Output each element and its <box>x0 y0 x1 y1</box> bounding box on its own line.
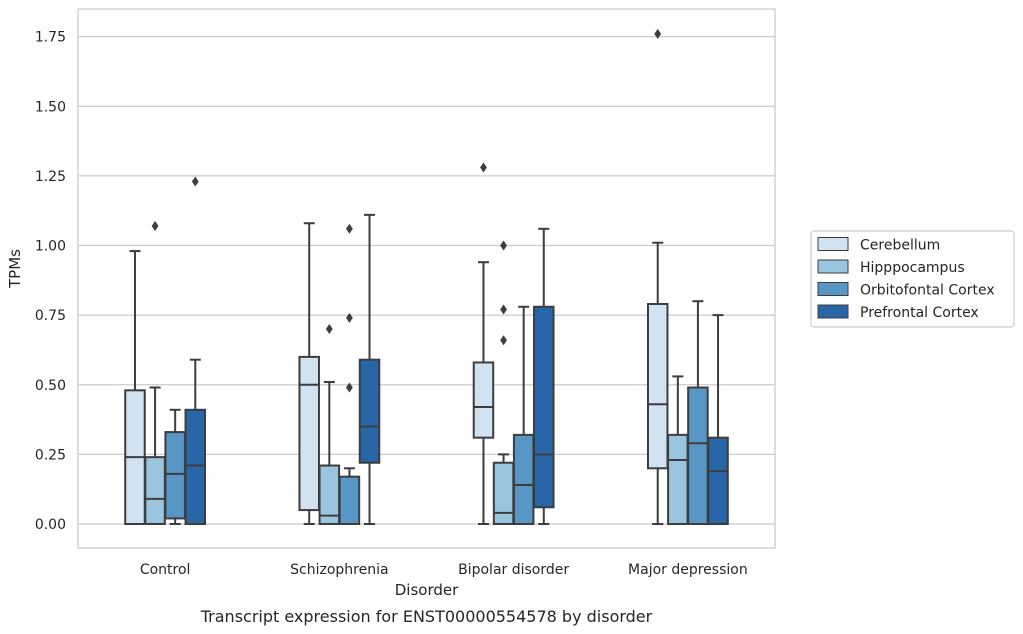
legend-swatch <box>817 237 849 251</box>
box-hipppocampus <box>492 240 515 526</box>
legend-label: Prefrontal Cortex <box>860 305 979 321</box>
box-cerebellum <box>124 250 146 525</box>
y-axis-ticks: 0.00 0.25 0.50 0.75 1.00 1.25 1.50 1.75 <box>35 30 66 533</box>
box-orbitofontal-cortex <box>164 408 186 525</box>
y-tick-label: 1.75 <box>35 30 66 46</box>
box-prefrontal-cortex <box>358 213 381 525</box>
outlier-point <box>500 304 507 315</box>
x-tick-label: Major depression <box>628 562 748 578</box>
y-tick-label: 1.00 <box>35 239 66 255</box>
box-prefrontal-cortex <box>707 314 729 526</box>
box-iqr <box>667 433 689 526</box>
outlier-point <box>500 240 507 251</box>
y-tick-label: 1.50 <box>35 99 66 115</box>
box-iqr <box>358 358 381 464</box>
box-cerebellum <box>298 222 320 525</box>
y-tick-label: 0.00 <box>35 517 66 533</box>
x-axis-label: Disorder <box>395 581 459 599</box>
y-axis-label: TPMs <box>6 249 24 289</box>
box-orbitofontal-cortex <box>338 223 361 525</box>
legend-swatch <box>817 259 849 274</box>
legend-frame <box>810 230 1015 328</box>
box-iqr <box>646 302 669 470</box>
y-tick-label: 0.25 <box>35 447 66 463</box>
box-iqr <box>144 456 166 525</box>
y-tick-label: 0.50 <box>35 378 66 394</box>
box-iqr <box>512 433 535 526</box>
plot-frame <box>77 8 776 549</box>
x-axis-ticks: Control Schizophrenia Bipolar disorder Majo… <box>140 562 748 578</box>
box-iqr <box>533 305 555 509</box>
box-iqr <box>184 408 207 525</box>
box-prefrontal-cortex <box>184 176 207 525</box>
outlier-point <box>654 28 662 39</box>
outlier-point <box>480 162 487 173</box>
box-iqr <box>164 431 186 520</box>
box-cerebellum <box>472 162 495 525</box>
box-orbitofontal-cortex <box>512 305 535 526</box>
outlier-point <box>500 335 507 346</box>
box-iqr <box>472 361 495 439</box>
box-series <box>124 28 729 526</box>
box-prefrontal-cortex <box>533 227 555 525</box>
outlier-point <box>346 382 353 393</box>
chart-caption: Transcript expression for ENST0000055457… <box>200 607 653 626</box>
box-hipppocampus <box>667 375 689 526</box>
box-orbitofontal-cortex <box>687 300 709 525</box>
outlier-point <box>191 176 199 187</box>
outlier-point <box>325 324 333 335</box>
x-tick-label: Schizophrenia <box>290 562 388 578</box>
y-tick-label: 0.75 <box>35 308 66 324</box>
box-hipppocampus <box>144 221 166 525</box>
box-iqr <box>298 355 320 512</box>
legend-label: Cerebellum <box>860 238 940 254</box>
y-tick-label: 1.25 <box>35 169 66 185</box>
legend: Cerebellum Hipppocampus Orbitofontal Corte… <box>810 230 1015 328</box>
outlier-point <box>346 223 353 234</box>
outlier-point <box>151 221 159 232</box>
legend-swatch <box>817 304 849 319</box>
legend-swatch <box>817 282 849 296</box>
box-iqr <box>687 386 709 525</box>
legend-label: Hipppocampus <box>860 260 965 276</box>
box-cerebellum <box>646 28 669 525</box>
box-iqr <box>338 475 361 525</box>
x-tick-label: Control <box>140 562 191 578</box>
box-iqr <box>707 436 729 526</box>
box-iqr <box>492 461 515 526</box>
x-tick-label: Bipolar disorder <box>458 562 569 578</box>
outlier-point <box>346 312 353 323</box>
legend-label: Orbitofontal Cortex <box>860 283 995 299</box>
box-hipppocampus <box>318 324 341 526</box>
